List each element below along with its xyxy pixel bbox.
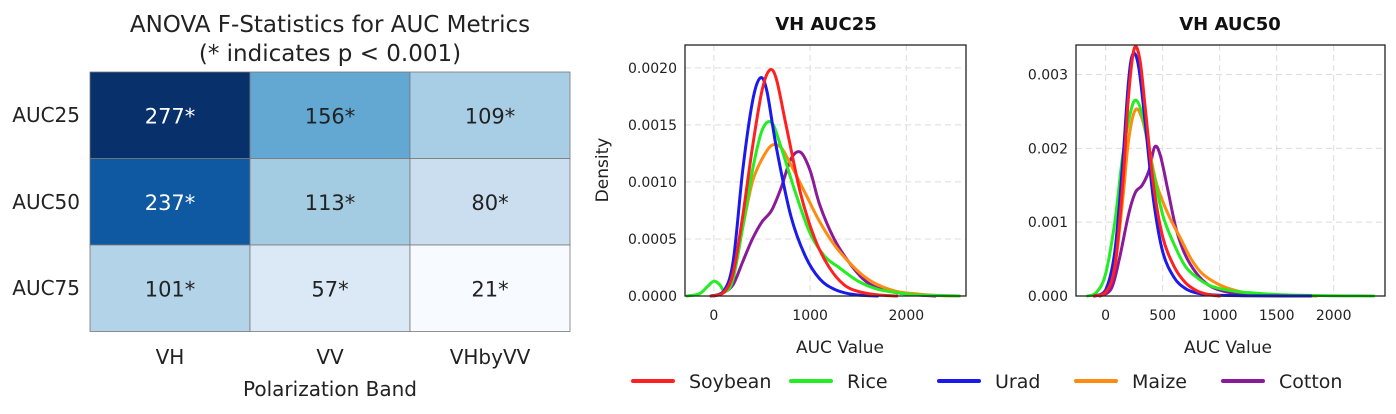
density-line-rice: [685, 120, 961, 298]
heatmap-cell: [409, 158, 571, 246]
heatmap-cell-label: 277*: [145, 104, 196, 128]
y-tick-label: 0.0010: [628, 175, 677, 191]
density-auc50-xlabel: AUC Value: [1184, 338, 1272, 358]
x-tick-label: 1500: [1259, 308, 1295, 324]
heatmap-cell: [409, 71, 571, 159]
density-line-soybean: [1092, 44, 1222, 298]
heatmap-row-label-auc50: AUC50: [12, 190, 80, 214]
y-tick-label: 0.002: [1028, 141, 1068, 157]
heatmap-col-label-vhbyvv: VHbyVV: [450, 345, 531, 369]
heatmap-col-label-vv: VV: [316, 345, 344, 369]
heatmap-cell: [249, 244, 411, 332]
density-auc50-curves: [1085, 44, 1376, 298]
heatmap-panel: ANOVA F-Statistics for AUC Metrics (* in…: [12, 12, 571, 401]
density-auc25-ticks: 0 1000 2000 0.0000 0.0005 0.0010 0.0015 0.0020: [628, 61, 924, 324]
density-panel-auc50: VH AUC50 0 500 1000 1500 2000 0.000 0.001 0.002…: [1028, 14, 1386, 358]
density-auc50-frame: [1075, 44, 1386, 297]
heatmap-cell-label: 237*: [145, 191, 196, 215]
density-auc25-frame: [684, 44, 967, 297]
y-tick-label: 0.000: [1028, 289, 1068, 305]
density-line-urad: [709, 76, 879, 298]
density-auc25-curves: [685, 67, 961, 298]
y-tick-label: 0.0020: [628, 61, 677, 77]
legend-label-maize: Maize: [1132, 371, 1187, 393]
x-tick-label: 500: [1149, 308, 1176, 324]
heatmap-cell-label: 113*: [305, 191, 356, 215]
heatmap-cell-label: 109*: [465, 104, 516, 128]
heatmap-cells: 277* 156* 109* 237* 113* 80* 101* 57* 21*: [89, 71, 571, 332]
legend-label-rice: Rice: [847, 371, 888, 393]
density-line-soybean: [709, 67, 899, 298]
density-line-cotton: [1098, 144, 1290, 298]
heatmap-cell: [89, 158, 251, 246]
x-tick-label: 0: [709, 308, 718, 324]
heatmap-row-label-auc75: AUC75: [12, 276, 80, 300]
heatmap-cell: [409, 244, 571, 332]
heatmap-cell: [249, 158, 411, 246]
heatmap-cell: [89, 244, 251, 332]
x-tick-label: 2000: [889, 308, 925, 324]
heatmap-cell: [249, 71, 411, 159]
heatmap-xlabel: Polarization Band: [243, 377, 417, 401]
heatmap-row-label-auc25: AUC25: [12, 103, 80, 127]
y-tick-label: 0.003: [1028, 68, 1068, 84]
heatmap-cell-label: 80*: [471, 191, 508, 215]
y-tick-label: 0.0015: [628, 118, 677, 134]
legend-label-cotton: Cotton: [1279, 371, 1342, 393]
legend-label-urad: Urad: [995, 371, 1040, 393]
legend: Soybean Rice Urad Maize Cotton: [631, 371, 1342, 393]
density-auc25-ylabel: Density: [593, 138, 613, 203]
density-auc50-title: VH AUC50: [1179, 14, 1281, 35]
density-line-urad: [1092, 51, 1313, 298]
density-auc50-ticks: 0 500 1000 1500 2000 0.000 0.001 0.002 0.003: [1028, 68, 1352, 324]
heatmap-cell-label: 101*: [145, 277, 196, 301]
density-panel-auc25: VH AUC25 0 1000 2000 0.0000 0.0005 0.0010 0.00…: [593, 14, 967, 358]
heatmap-cell-label: 21*: [471, 277, 508, 301]
heatmap-cell: [89, 71, 251, 159]
x-tick-label: 1000: [792, 308, 828, 324]
density-line-maize: [1092, 107, 1319, 298]
heatmap-title: ANOVA F-Statistics for AUC Metrics: [130, 12, 530, 38]
legend-label-soybean: Soybean: [689, 371, 771, 393]
x-tick-label: 2000: [1316, 308, 1352, 324]
x-tick-label: 0: [1101, 308, 1110, 324]
heatmap-col-label-vh: VH: [156, 345, 185, 369]
y-tick-label: 0.001: [1028, 215, 1068, 231]
heatmap-cell-label: 156*: [305, 104, 356, 128]
y-tick-label: 0.0000: [628, 289, 677, 305]
density-line-cotton: [712, 150, 937, 298]
x-tick-label: 1000: [1202, 308, 1238, 324]
y-tick-label: 0.0005: [628, 232, 677, 248]
heatmap-subtitle: (* indicates p < 0.001): [199, 41, 461, 67]
density-auc25-title: VH AUC25: [775, 14, 877, 35]
heatmap-cell-label: 57*: [311, 277, 348, 301]
density-auc25-xlabel: AUC Value: [796, 338, 884, 358]
